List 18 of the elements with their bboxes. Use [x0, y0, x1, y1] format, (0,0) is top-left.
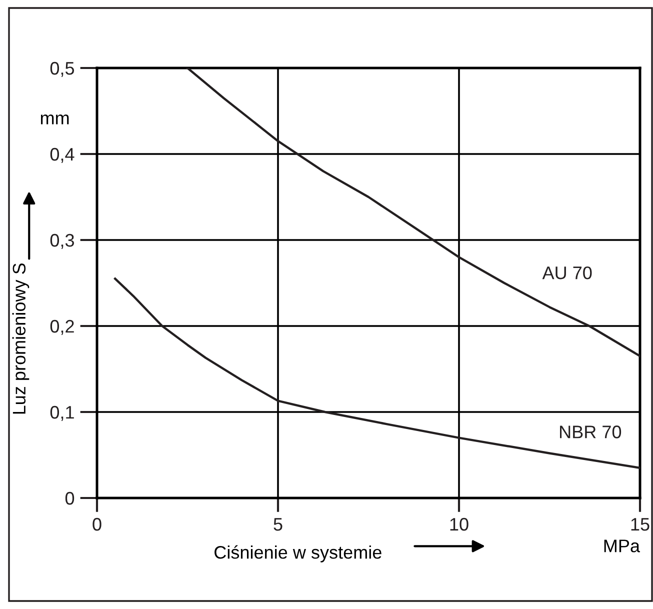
series-label: AU 70 [542, 266, 592, 280]
y-tick-label: 0 [65, 492, 74, 505]
y-tick-label: 0,5 [50, 62, 74, 77]
text: MPa [604, 540, 640, 552]
y-tick-label: 0,4 [50, 148, 74, 163]
x-axis-title: Ciśnienie w systemie [214, 545, 382, 562]
y-tick-label: 0,3 [50, 234, 74, 249]
line-series [114, 278, 640, 470]
y-axis-title: Luz promieniowy S [12, 263, 30, 414]
x-tick-label: 0 [92, 518, 102, 531]
y-tick-label: 0,1 [50, 406, 74, 421]
x-tick-label: 10 [450, 518, 468, 531]
line-series [186, 68, 640, 358]
x-tick-label: 5 [274, 518, 282, 531]
x-tick-label: 15 [631, 518, 650, 531]
text: mm [40, 114, 69, 124]
series-label: NBR 70 [560, 426, 622, 438]
y-tick-label: 0,2 [50, 320, 74, 335]
